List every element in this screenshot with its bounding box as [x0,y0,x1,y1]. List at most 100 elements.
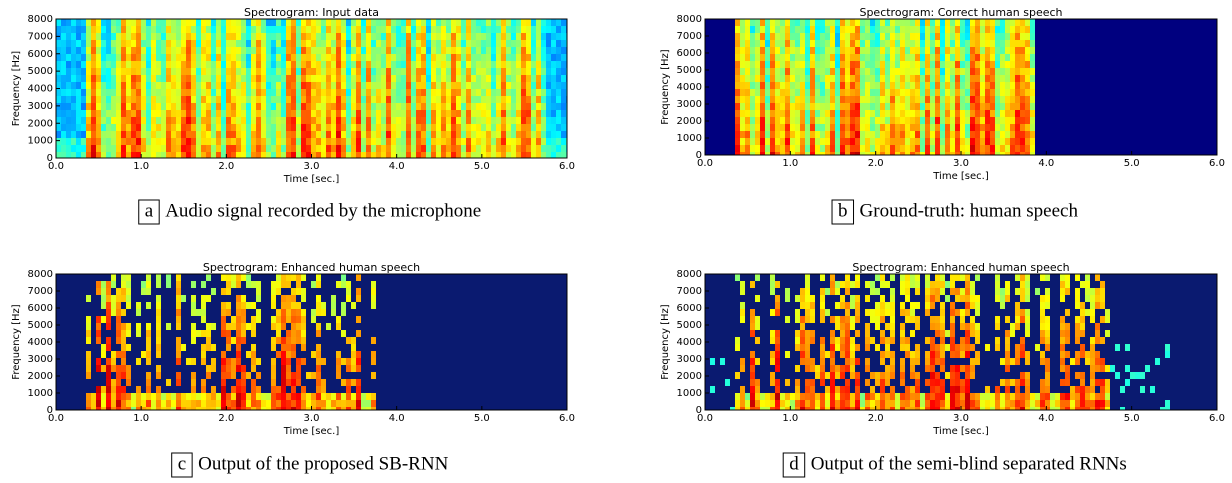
texture-cell [296,288,301,295]
texture-cell [206,274,211,281]
texture-cell [131,145,136,152]
texture-cell [81,110,86,117]
texture-cell [81,54,86,61]
texture-cell [176,47,181,54]
texture-cell [406,47,411,54]
texture-cell [336,61,341,68]
texture-cell [236,96,241,103]
texture-cell [416,47,421,54]
texture-cell [880,330,885,337]
texture-cell [1045,302,1050,309]
texture-cell [850,117,855,124]
texture-cell [441,117,446,124]
texture-cell [356,47,361,54]
texture-cell [216,40,221,47]
texture-cell [431,96,436,103]
texture-cell [186,68,191,75]
texture-cell [411,152,416,158]
texture-cell [1085,393,1090,400]
texture-cell [1065,330,1070,337]
texture-cell [960,288,965,295]
texture-cell [820,351,825,358]
texture-cell [106,68,111,75]
texture-cell [411,40,416,47]
texture-cell [251,33,256,40]
texture-cell [256,110,261,117]
texture-cell [216,96,221,103]
texture-cell [825,145,830,152]
texture-cell [106,82,111,89]
texture-cell [456,47,461,54]
texture-cell [1060,295,1065,302]
texture-cell [740,145,745,152]
texture-cell [830,337,835,344]
texture-cell [795,344,800,351]
texture-cell [306,54,311,61]
texture-cell [291,295,296,302]
y-tick-label: 3000 [677,354,702,365]
texture-cell [860,96,865,103]
texture-cell [1025,40,1030,47]
texture-cell [950,138,955,145]
texture-cell [81,96,86,103]
texture-cell [356,316,361,323]
texture-cell [96,75,101,82]
texture-cell [805,19,810,26]
y-axis-label: Frequency [Hz] [11,304,22,380]
texture-cell [361,393,366,400]
texture-cell [1005,40,1010,47]
texture-cell [885,302,890,309]
texture-cell [845,351,850,358]
texture-cell [840,400,845,407]
texture-cell [870,61,875,68]
texture-cell [441,131,446,138]
texture-cell [426,110,431,117]
texture-cell [1075,274,1080,281]
texture-cell [256,386,261,393]
texture-cell [1045,330,1050,337]
texture-cell [466,138,471,145]
texture-cell [516,19,521,26]
texture-cell [780,393,785,400]
texture-cell [106,295,111,302]
texture-cell [526,82,531,89]
texture-cell [226,330,231,337]
texture-cell [146,302,151,309]
texture-cell [391,103,396,110]
texture-cell [251,124,256,131]
texture-cell [436,19,441,26]
texture-cell [161,75,166,82]
texture-cell [770,145,775,152]
texture-cell [146,281,151,288]
texture-cell [735,40,740,47]
texture-cell [351,89,356,96]
texture-cell [930,344,935,351]
texture-cell [221,75,226,82]
texture-cell [366,26,371,33]
texture-cell [870,117,875,124]
texture-cell [845,309,850,316]
texture-cell [1005,61,1010,68]
texture-cell [855,117,860,124]
texture-cell [506,117,511,124]
texture-cell [905,274,910,281]
texture-cell [910,89,915,96]
texture-cell [491,117,496,124]
texture-cell [915,379,920,386]
texture-cell [301,288,306,295]
texture-cell [531,33,536,40]
texture-cell [925,337,930,344]
texture-cell [221,131,226,138]
texture-cell [805,61,810,68]
texture-cell [1045,358,1050,365]
texture-cell [331,124,336,131]
texture-cell [401,145,406,152]
texture-cell [221,330,226,337]
texture-cell [201,110,206,117]
texture-cell [865,89,870,96]
texture-cell [875,19,880,26]
texture-cell [1015,61,1020,68]
texture-cell [506,40,511,47]
texture-cell [71,82,76,89]
texture-cell [935,393,940,400]
